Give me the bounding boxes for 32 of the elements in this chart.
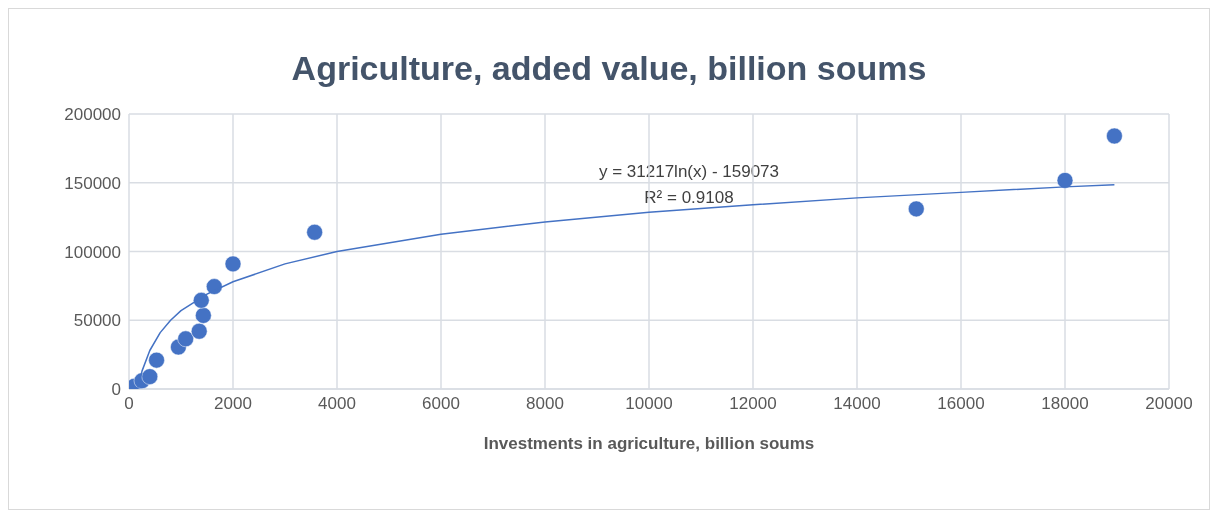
- x-tick-label: 2000: [214, 394, 252, 414]
- point: [224, 255, 242, 273]
- point: [190, 323, 208, 340]
- x-tick-label: 0: [124, 394, 134, 414]
- x-tick-label: 10000: [625, 394, 673, 414]
- point: [1106, 127, 1123, 145]
- annotation: y = 31217ln(x) - 159073: [597, 161, 780, 183]
- annotation: R² = 0.9108: [643, 187, 735, 209]
- point: [177, 330, 194, 348]
- x-tick-label: 20000: [1145, 394, 1193, 414]
- point: [206, 278, 223, 295]
- point: [148, 351, 165, 369]
- point: [1056, 172, 1074, 189]
- x-tick-label: 18000: [1041, 394, 1089, 414]
- x-tick-label: 14000: [833, 394, 881, 414]
- chart-title: Agriculture, added value, billion soums: [290, 49, 928, 88]
- x-tick-label: 12000: [729, 394, 777, 414]
- y-tick-label: 50000: [73, 311, 121, 331]
- y-tick-label: 100000: [64, 242, 121, 262]
- x-tick-label: 4000: [318, 394, 356, 414]
- point: [141, 368, 159, 385]
- point: [195, 307, 212, 324]
- y-tick-label: 150000: [64, 173, 121, 193]
- x-axis-title: Investments in agriculture, billion soums: [483, 434, 815, 453]
- point: [193, 292, 210, 309]
- point: [306, 224, 323, 241]
- x-tick-label: 6000: [422, 394, 460, 414]
- x-tick-label: 16000: [937, 394, 985, 414]
- y-tick-label: 200000: [64, 105, 121, 125]
- x-tick-label: 8000: [526, 394, 564, 414]
- point: [908, 200, 925, 218]
- y-tick-label: 0: [111, 380, 121, 400]
